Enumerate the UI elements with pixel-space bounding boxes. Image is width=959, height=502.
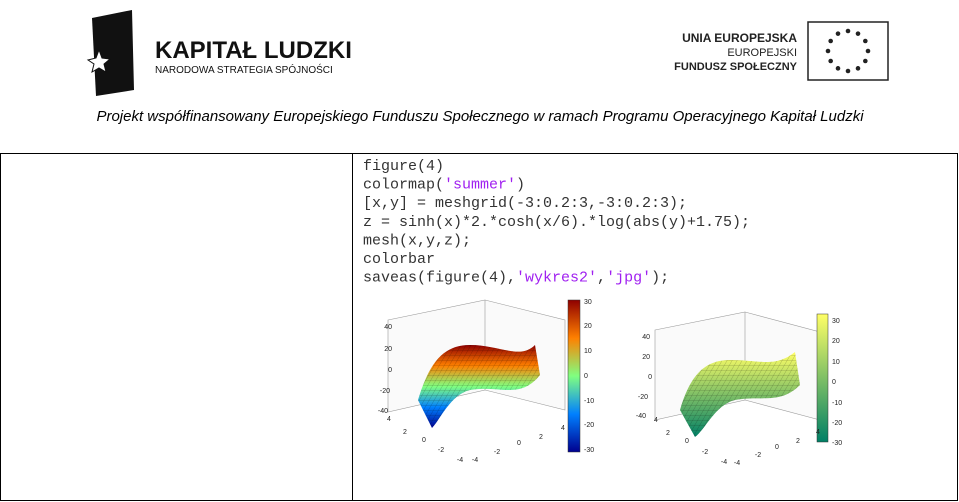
z-tick-label: -40: [378, 408, 388, 415]
logo-line: FUNDUSZ SPOŁECZNY: [674, 61, 798, 73]
code-token: mesh(x,y,z);: [363, 232, 471, 249]
colorbar-tick-label: 20: [584, 323, 592, 330]
logo-star: [86, 48, 112, 74]
colorbar-tick-label: -30: [832, 440, 842, 447]
x-tick-label: 2: [403, 429, 407, 436]
z-tick-label: -40: [636, 413, 646, 420]
figure-left: [387, 299, 581, 453]
eu-star: [863, 38, 868, 44]
table-frame: [0, 153, 958, 501]
code-block: figure(4) colormap('summer')[x,y] = meshg…: [363, 158, 750, 287]
colorbar-tick-label: 30: [584, 299, 592, 306]
y-tick-label: 4: [816, 429, 820, 436]
code-token: saveas(figure(4),: [363, 270, 516, 287]
y-tick-label: 2: [539, 434, 543, 441]
eu-star: [845, 68, 851, 74]
caption: Projekt współfinansowany Europejskiego F…: [96, 108, 864, 125]
eu-star: [835, 66, 841, 71]
code-line: saveas(figure(4),'wykres2','jpg');: [363, 270, 669, 287]
code-line: colorbar: [363, 251, 435, 268]
eu-star: [863, 58, 868, 64]
logo-line: EUROPEJSKI: [727, 47, 797, 59]
z-tick-label: -20: [380, 388, 390, 395]
z-tick-label: 20: [642, 354, 650, 361]
y-tick-label: 4: [561, 425, 565, 432]
code-token: ,: [597, 270, 606, 287]
x-tick-label: -2: [702, 449, 708, 456]
x-tick-label: -4: [457, 457, 463, 464]
eu-star: [855, 31, 861, 36]
eu-star: [828, 38, 833, 44]
y-tick-label: -4: [734, 460, 740, 467]
x-tick-label: 4: [654, 417, 658, 424]
colorbar-tick-label: 10: [832, 359, 840, 366]
colorbar: [567, 299, 581, 453]
colorbar-tick-label: 0: [832, 379, 836, 386]
code-token: 'wykres2': [516, 270, 597, 287]
code-line: mesh(x,y,z);: [363, 232, 471, 249]
colorbar-tick-label: -20: [832, 420, 842, 427]
colorbar-tick-label: -10: [584, 398, 594, 405]
z-tick-label: -20: [638, 394, 648, 401]
eu-stars: [825, 28, 871, 74]
code-token: 'summer': [444, 177, 516, 194]
logo-right: UNIA EUROPEJSKA EUROPEJSKI FUNDUSZ SPOŁE…: [674, 21, 889, 81]
colorbar-tick-label: -10: [832, 400, 842, 407]
x-tick-label: 2: [666, 430, 670, 437]
mesh-grid: [418, 345, 540, 428]
eu-star: [835, 31, 841, 36]
figure-right: [654, 311, 829, 443]
mesh-grid: [680, 352, 800, 437]
logo-flag: [92, 10, 134, 96]
x-tick-label: 0: [685, 438, 689, 445]
code-line: z = sinh(x)*2.*cosh(x/6).*log(abs(y)+1.7…: [363, 214, 750, 231]
x-tick-label: 4: [387, 416, 391, 423]
eu-star: [855, 66, 861, 71]
code-line: colormap('summer'): [363, 177, 525, 194]
eu-star: [828, 58, 833, 64]
y-tick-label: -2: [755, 452, 761, 459]
z-tick-label: 20: [384, 346, 392, 353]
colorbar-tick-label: 0: [584, 373, 588, 380]
y-tick-label: -2: [494, 449, 500, 456]
code-token: ): [516, 177, 525, 194]
logo-subtitle: NARODOWA STRATEGIA SPÓJNOŚCI: [155, 63, 333, 76]
y-tick-label: 0: [517, 440, 521, 447]
logo-left: KAPITAŁ LUDZKI NARODOWA STRATEGIA SPÓJNO…: [86, 10, 352, 96]
colorbar-tick-label: -30: [584, 447, 594, 454]
code-token: figure(4): [363, 158, 444, 175]
y-tick-label: 0: [775, 444, 779, 451]
x-tick-label: -4: [721, 459, 727, 466]
code-token: z = sinh(x)*2.*cosh(x/6).*log(abs(y)+1.7…: [363, 214, 750, 231]
code-line: [x,y] = meshgrid(-3:0.2:3,-3:0.2:3);: [363, 195, 687, 212]
code-token: );: [651, 270, 669, 287]
code-token: [x,y] = meshgrid(-3:0.2:3,-3:0.2:3);: [363, 195, 687, 212]
eu-star: [845, 28, 851, 34]
z-tick-label: 40: [642, 334, 650, 341]
colorbar-tick-label: 20: [832, 338, 840, 345]
y-tick-label: 2: [796, 438, 800, 445]
colorbar: [816, 313, 829, 443]
x-tick-label: -2: [438, 447, 444, 454]
code-token: colorbar: [363, 251, 435, 268]
eu-star: [825, 48, 831, 54]
code-token: colormap(: [363, 177, 444, 194]
z-tick-label: 40: [384, 324, 392, 331]
y-tick-label: -4: [472, 457, 478, 464]
code-line: figure(4): [363, 158, 444, 175]
colorbar-tick-label: 10: [584, 348, 592, 355]
x-tick-label: 0: [422, 437, 426, 444]
code-token: 'jpg': [606, 270, 651, 287]
logo-line: UNIA EUROPEJSKA: [682, 31, 797, 45]
eu-star: [865, 48, 871, 54]
colorbar-tick-label: -20: [584, 422, 594, 429]
z-tick-label: 0: [388, 367, 392, 374]
z-tick-label: 0: [648, 374, 652, 381]
colorbar-tick-label: 30: [832, 318, 840, 325]
logo-title: KAPITAŁ LUDZKI: [155, 37, 352, 64]
